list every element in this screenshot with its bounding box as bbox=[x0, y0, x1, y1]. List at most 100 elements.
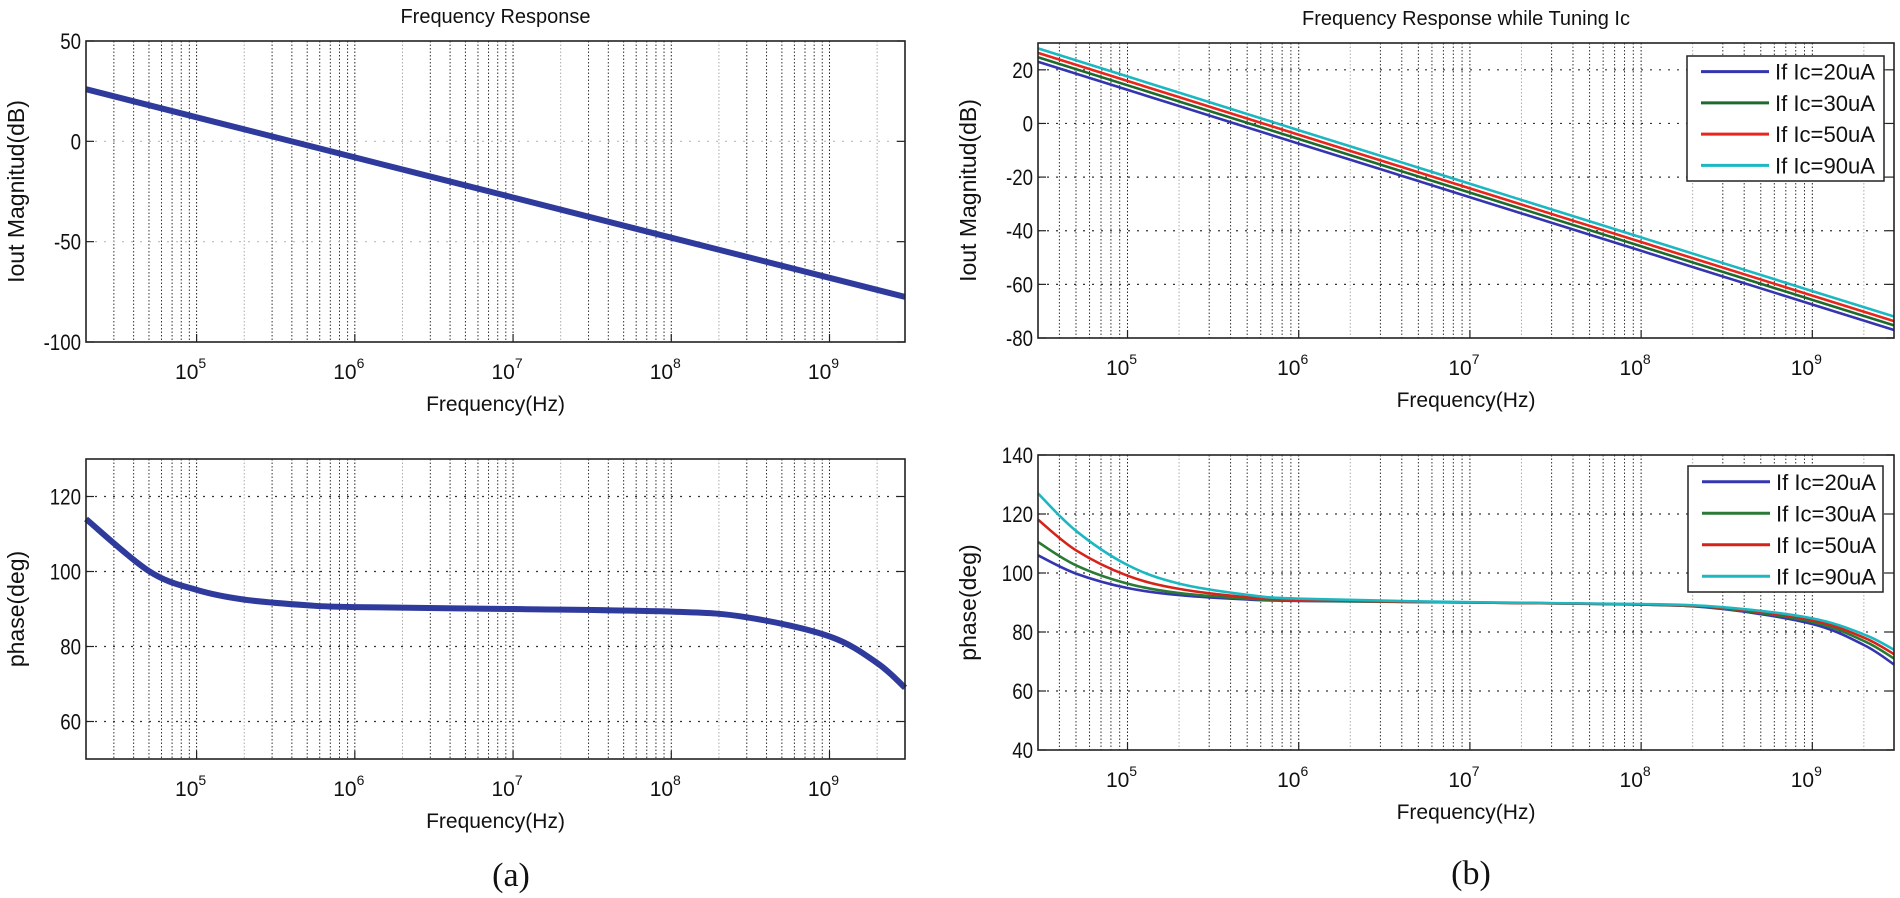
x-tick-label: 106 bbox=[333, 772, 364, 801]
x-tick-label-base: 10 bbox=[175, 778, 198, 801]
x-tick-label: 105 bbox=[1106, 763, 1137, 792]
panel-label-a: (a) bbox=[492, 857, 530, 894]
legend-label: If Ic=30uA bbox=[1776, 501, 1876, 526]
y-tick-label: 0 bbox=[71, 131, 81, 155]
x-tick-label: 106 bbox=[1277, 351, 1308, 380]
y-tick-label: 20 bbox=[1012, 59, 1033, 83]
legend: If Ic=20uA If Ic=30uA If Ic=50uA If Ic=90uA bbox=[1687, 465, 1884, 593]
y-axis-label: phase(deg) bbox=[3, 551, 29, 667]
grid bbox=[86, 459, 905, 759]
legend-label: If Ic=30uA bbox=[1775, 91, 1875, 116]
x-tick-label-base: 10 bbox=[1791, 357, 1814, 380]
axes-box bbox=[85, 40, 906, 343]
x-tick-label-exponent: 7 bbox=[1472, 763, 1480, 779]
y-axis-label: phase(deg) bbox=[955, 544, 981, 660]
x-tick-label-exponent: 5 bbox=[1129, 763, 1137, 779]
legend-label: If Ic=90uA bbox=[1775, 153, 1875, 178]
x-tick-label-base: 10 bbox=[1448, 769, 1471, 792]
series-line-2 bbox=[1037, 55, 1895, 327]
chart-title: Frequency Response while Tuning Ic bbox=[1302, 8, 1630, 30]
x-tick-label-base: 10 bbox=[650, 778, 673, 801]
x-axis-label: Frequency(Hz) bbox=[1397, 801, 1536, 824]
legend: If Ic=20uA If Ic=30uA If Ic=50uA If Ic=90uA bbox=[1686, 55, 1885, 182]
x-tick-label-base: 10 bbox=[491, 361, 514, 384]
x-tick-label-exponent: 6 bbox=[1300, 763, 1308, 779]
x-tick-label-base: 10 bbox=[1620, 357, 1643, 380]
y-tick-label: 40 bbox=[1012, 740, 1033, 764]
x-tick-label-exponent: 8 bbox=[1643, 351, 1651, 367]
x-tick-label-exponent: 5 bbox=[1129, 351, 1137, 367]
legend-label: If Ic=50uA bbox=[1775, 122, 1875, 147]
x-tick-label: 106 bbox=[333, 355, 364, 384]
x-tick-label: 107 bbox=[491, 772, 522, 801]
x-tick-label: 105 bbox=[175, 355, 206, 384]
x-tick-label-base: 10 bbox=[1106, 357, 1129, 380]
y-tick-label: 120 bbox=[1002, 504, 1033, 528]
y-tick-label: -100 bbox=[44, 332, 81, 356]
y-tick-label: -40 bbox=[1006, 220, 1033, 244]
x-tick-label-base: 10 bbox=[333, 361, 356, 384]
x-tick-label-exponent: 7 bbox=[515, 355, 523, 371]
x-tick-label: 106 bbox=[1277, 763, 1308, 792]
axes-box bbox=[1037, 454, 1895, 751]
panel-label-b: (b) bbox=[1451, 855, 1491, 892]
y-tick-label: 60 bbox=[60, 711, 81, 735]
x-axis-label: Frequency(Hz) bbox=[426, 810, 565, 833]
x-tick-label-exponent: 6 bbox=[357, 772, 365, 788]
series-line-1 bbox=[84, 516, 908, 691]
axes-box bbox=[1037, 42, 1895, 339]
legend-box bbox=[1686, 55, 1885, 182]
y-tick-label: 50 bbox=[60, 31, 81, 55]
x-tick-label-exponent: 8 bbox=[1643, 763, 1651, 779]
x-tick-label-exponent: 7 bbox=[515, 772, 523, 788]
x-tick-label-exponent: 6 bbox=[1300, 351, 1308, 367]
x-tick-label: 109 bbox=[1791, 351, 1822, 380]
x-tick-label-exponent: 8 bbox=[673, 772, 681, 788]
x-tick-label: 105 bbox=[175, 772, 206, 801]
y-tick-label: 100 bbox=[1002, 563, 1033, 587]
legend-label: If Ic=90uA bbox=[1776, 564, 1876, 589]
y-tick-label: 80 bbox=[60, 636, 81, 660]
series-line-1 bbox=[85, 86, 906, 300]
x-tick-label-base: 10 bbox=[650, 361, 673, 384]
legend-label: If Ic=50uA bbox=[1776, 533, 1876, 558]
x-tick-label-exponent: 5 bbox=[198, 772, 206, 788]
y-tick-label: 120 bbox=[50, 486, 81, 510]
y-axis-label: Iout Magnitud(dB) bbox=[955, 99, 981, 282]
series-line-3 bbox=[1037, 51, 1895, 323]
x-tick-label-exponent: 9 bbox=[831, 355, 839, 371]
x-tick-label: 109 bbox=[808, 355, 839, 384]
chart-title: Frequency Response bbox=[400, 6, 590, 28]
x-tick-label-base: 10 bbox=[491, 778, 514, 801]
y-tick-label: 0 bbox=[1023, 113, 1033, 137]
series-line-4 bbox=[1037, 47, 1895, 318]
x-tick-label-base: 10 bbox=[1620, 769, 1643, 792]
y-tick-label: -80 bbox=[1006, 328, 1033, 352]
y-tick-label: 80 bbox=[1012, 622, 1033, 646]
x-tick-label-base: 10 bbox=[808, 361, 831, 384]
x-tick-label: 108 bbox=[650, 355, 681, 384]
legend-label: If Ic=20uA bbox=[1776, 470, 1876, 495]
y-tick-label: -20 bbox=[1006, 167, 1033, 191]
y-axis-label: Iout Magnitud(dB) bbox=[3, 100, 29, 283]
x-tick-label-exponent: 9 bbox=[1814, 763, 1822, 779]
x-tick-label: 109 bbox=[808, 772, 839, 801]
series-line-4 bbox=[1037, 492, 1895, 651]
x-tick-label-base: 10 bbox=[333, 778, 356, 801]
y-tick-label: -60 bbox=[1006, 274, 1033, 298]
y-tick-label: 100 bbox=[50, 561, 81, 585]
x-tick-label-exponent: 6 bbox=[357, 355, 365, 371]
x-tick-label-base: 10 bbox=[1277, 357, 1300, 380]
x-tick-label-base: 10 bbox=[1277, 769, 1300, 792]
axes-box bbox=[85, 458, 906, 760]
x-tick-label-base: 10 bbox=[1106, 769, 1129, 792]
series-line-1 bbox=[1037, 60, 1895, 332]
x-tick-label: 108 bbox=[1620, 763, 1651, 792]
x-tick-label-exponent: 5 bbox=[198, 355, 206, 371]
x-tick-label-exponent: 7 bbox=[1472, 351, 1480, 367]
